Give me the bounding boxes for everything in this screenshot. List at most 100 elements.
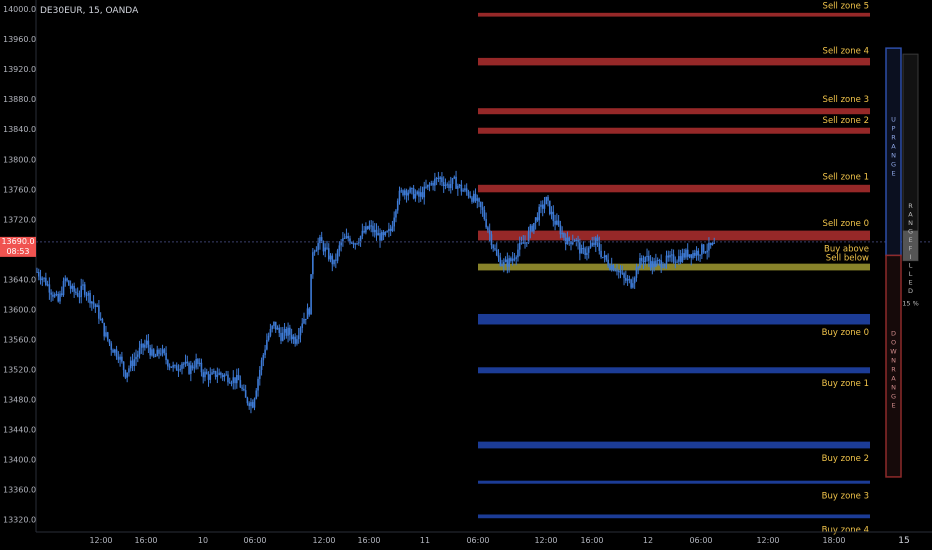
candle-body [439,177,441,179]
candle-body [423,186,426,198]
x-tick-label: 18:00 [822,536,845,545]
up-range-text: E [891,170,895,178]
time-axis[interactable]: 12:00 16:00 10 06:00 12:00 16:00 11 06:00 12:00 1… [36,531,932,545]
price-axis[interactable]: 13320.0 13360.0 13400.0 13440.0 13480.0 13520… [3,0,37,532]
candle-body [165,352,167,361]
candle-body [253,398,256,408]
candle-body [285,328,288,336]
candle-body [234,377,236,384]
candle-body [674,261,677,263]
candle-body [175,365,178,371]
up-range-text: G [891,161,896,169]
candle-body [642,260,645,263]
candle-body [370,225,372,227]
range-filled-text: E [908,236,912,244]
candle-body [363,230,365,233]
candle-body [257,378,259,391]
y-tick-label: 13880.0 [3,95,36,104]
candle-body [400,190,403,192]
range-filled-text: R [908,202,913,210]
candle-body [692,252,694,259]
candle-body [119,356,121,360]
candle-body [216,374,219,377]
candle-body [508,258,510,267]
candle-body [403,190,406,196]
candle-body [244,390,247,398]
x-tick-label: 16:00 [134,536,157,545]
y-tick-label: 13960.0 [3,35,36,44]
candle-body [188,362,190,374]
candle-body [246,397,249,404]
candle-body [437,177,440,179]
candle-body [697,250,700,256]
candle-body [409,188,411,193]
symbol-label[interactable]: DE30EUR, 15, OANDA [40,6,139,16]
candle-body [377,233,380,236]
candle-body [584,248,586,256]
zone-label: Buy zone 0 [822,328,869,338]
y-tick-label: 13640.0 [3,275,36,284]
candle-body [273,321,275,326]
down-range-text: G [891,393,896,401]
zone-band [478,127,870,134]
x-tick-label: 12:00 [312,536,335,545]
down-range-bar [885,254,902,478]
candle-body [485,219,487,228]
candle-body [167,360,169,367]
candle-body [205,371,208,375]
down-range-text: A [891,375,896,383]
timeframe-corner-label[interactable]: 15 [898,536,909,546]
zone-label: Buy zone 2 [822,454,869,464]
candle-body [136,354,139,357]
candle-body [602,256,604,258]
candles [36,170,716,414]
y-tick-label: 13560.0 [3,336,36,345]
y-tick-label: 13920.0 [3,65,36,74]
candle-body [236,375,238,384]
candle-body [276,327,279,330]
candle-body [152,349,155,357]
candle-body [326,247,328,249]
candle-body [336,250,339,261]
candle-body [607,259,609,266]
candle-body [632,283,634,288]
candle-body [126,372,128,378]
candle-body [451,178,454,184]
candle-body [425,186,427,188]
range-filled-text: A [908,211,913,219]
candle-body [690,254,693,259]
candle-body [207,374,210,380]
candle-body [168,366,171,368]
candle-body [474,193,477,201]
candle-body [71,285,74,289]
filled-percent: 15 % [902,300,919,308]
candle-body [255,390,258,399]
candle-body [384,231,387,236]
candle-body [128,368,130,373]
candle-body [679,256,682,262]
candle-body [589,245,592,249]
zone-band [478,514,870,519]
candle-body [354,243,357,245]
candle-body [522,242,525,244]
candle-body [416,191,418,195]
candle-body [708,242,710,251]
candle-body [278,327,281,333]
candle-body [372,225,374,233]
candle-body [66,278,68,281]
down-range-text: E [891,402,895,410]
candle-body [184,361,187,364]
candle-body [274,321,277,330]
candle-body [197,358,199,364]
candle-body [135,356,137,360]
candle-body [455,176,457,189]
candle-body [617,270,620,272]
candle-body [510,258,512,262]
candle-body [333,259,335,265]
candle-body [660,260,662,268]
candle-body [711,243,714,246]
zone-band [478,230,870,241]
candle-body [347,236,350,239]
y-tick-label: 13400.0 [3,456,36,465]
